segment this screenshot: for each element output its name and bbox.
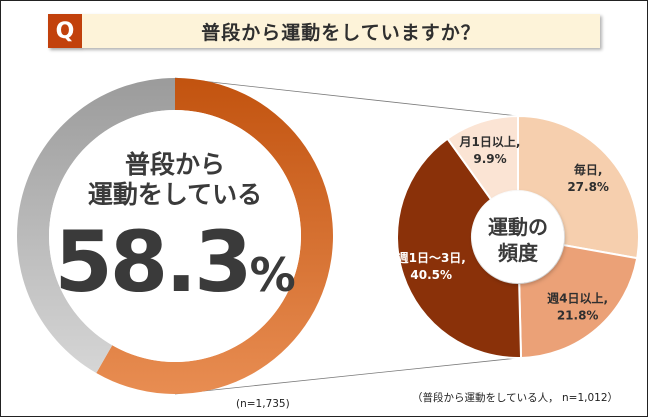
- frequency-value-2: 40.5%: [410, 268, 452, 282]
- frequency-center-line2: 頻度: [498, 241, 538, 265]
- main-slice-rest: [16, 78, 176, 373]
- frequency-donut-center: 運動の 頻度: [468, 214, 568, 266]
- frequency-sample-note: （普段から運動をしている人， n=1,012）: [412, 392, 619, 404]
- frequency-value-0: 27.8%: [567, 180, 609, 194]
- connector-bottom: [174, 357, 519, 395]
- frequency-value-3: 9.9%: [473, 152, 506, 166]
- main-center-unit: %: [249, 248, 296, 302]
- connector-lines: [174, 77, 519, 395]
- main-center-value-row: 58.3%: [50, 216, 300, 332]
- main-donut: [16, 78, 334, 394]
- frequency-slice-labels: 毎日, 27.8% 週4日以上, 21.8% 週1日～3日, 40.5% 月1日以上, 9.9…: [397, 134, 609, 323]
- main-center-value: 58.3: [54, 213, 252, 311]
- main-center-label-line1: 普段から: [124, 150, 225, 179]
- frequency-label-1: 週4日以上,: [547, 290, 608, 305]
- main-slice-active: [96, 78, 334, 394]
- frequency-label-3: 月1日以上,: [459, 134, 521, 149]
- main-donut-center: 普段から 運動をしている 58.3%: [50, 150, 300, 332]
- frequency-label-0: 毎日,: [574, 162, 603, 177]
- question-badge: Q: [48, 14, 82, 48]
- chart-title: 普段から運動をしていますか？: [201, 21, 481, 44]
- main-sample-note: (n=1,735): [236, 398, 290, 410]
- frequency-donut: [396, 114, 640, 359]
- connector-top: [174, 77, 519, 117]
- frequency-center-line1: 運動の: [488, 215, 548, 239]
- main-donut-hole: [49, 110, 301, 362]
- frequency-donut-hole: [472, 191, 564, 283]
- frequency-label-2: 週1日～3日,: [397, 250, 466, 265]
- main-center-label-line2: 運動をしている: [87, 180, 263, 209]
- frequency-value-1: 21.8%: [557, 308, 599, 322]
- title-bar: 普段から運動をしていますか？: [82, 14, 600, 48]
